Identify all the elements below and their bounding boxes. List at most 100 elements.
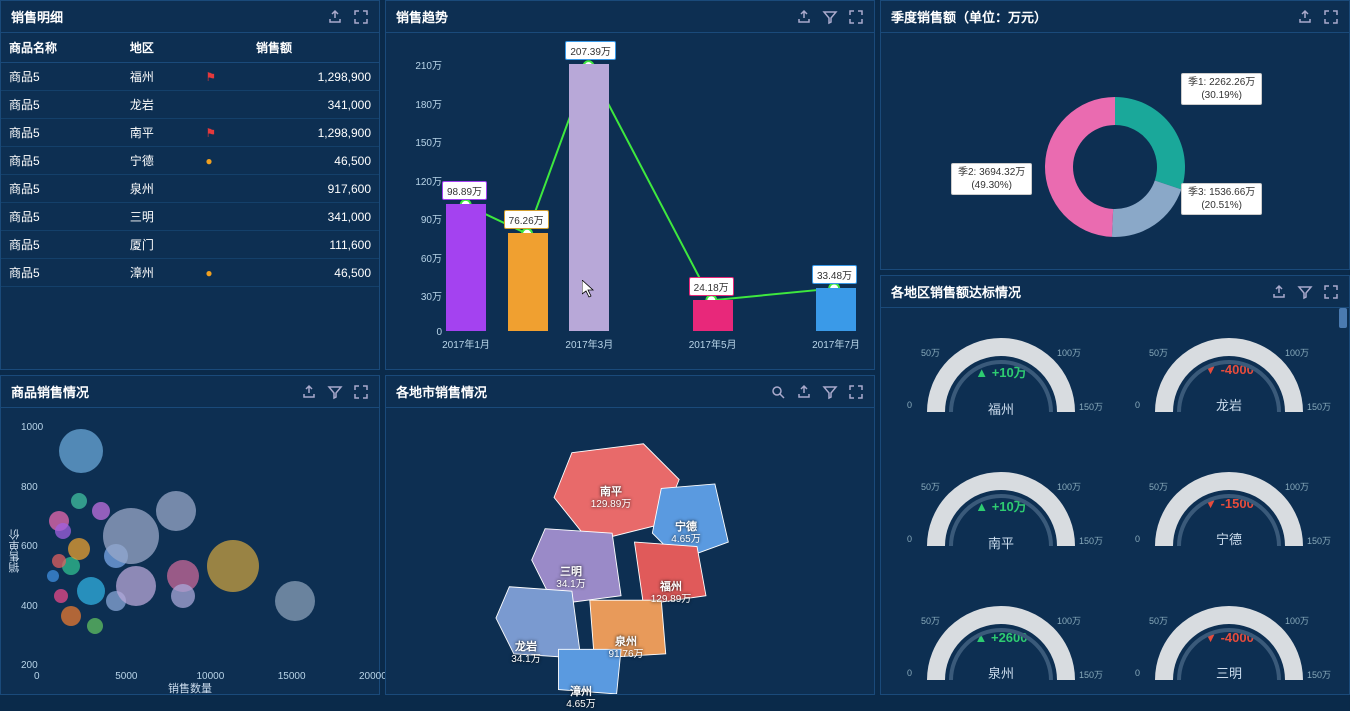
x-tick: 2017年5月 <box>683 336 743 351</box>
warn-icon: ● <box>205 154 212 168</box>
bubble-point[interactable] <box>87 618 103 634</box>
table-row[interactable]: 商品5龙岩341,000 <box>1 91 379 119</box>
export-icon[interactable] <box>327 9 343 25</box>
table-row[interactable]: 商品5南平⚑1,298,900 <box>1 119 379 147</box>
table-cell: 厦门 <box>122 231 198 259</box>
y-tick: 150万 <box>404 134 442 149</box>
table-cell: 商品5 <box>1 259 122 287</box>
export-icon[interactable] <box>796 384 812 400</box>
bubble-point[interactable] <box>92 502 110 520</box>
table-row[interactable]: 商品5三明341,000 <box>1 203 379 231</box>
table-cell: 商品5 <box>1 119 122 147</box>
status-flag-cell: ● <box>197 259 248 287</box>
x-tick: 2017年7月 <box>806 336 866 351</box>
table-cell: 917,600 <box>248 175 379 203</box>
x-tick: 20000 <box>359 671 387 682</box>
panel-title: 各地市销售情况 <box>396 382 487 401</box>
table-cell: 商品5 <box>1 91 122 119</box>
bubble-point[interactable] <box>61 606 81 626</box>
panel-title: 季度销售额（单位：万元） <box>891 7 1047 26</box>
donut-slice[interactable] <box>1115 97 1185 189</box>
search-icon[interactable] <box>770 384 786 400</box>
bubble-point[interactable] <box>71 493 87 509</box>
bubble-point[interactable] <box>103 508 159 564</box>
table-row[interactable]: 商品5泉州917,600 <box>1 175 379 203</box>
gauge: 050万100万150万▼ -4000龙岩 <box>1117 314 1341 444</box>
y-tick: 210万 <box>404 57 442 72</box>
table-header: 销售额 <box>248 33 379 63</box>
fullscreen-icon[interactable] <box>353 9 369 25</box>
fullscreen-icon[interactable] <box>353 384 369 400</box>
table-row[interactable]: 商品5厦门111,600 <box>1 231 379 259</box>
filter-icon[interactable] <box>1297 284 1313 300</box>
fullscreen-icon[interactable] <box>848 9 864 25</box>
bar-label: 76.26万 <box>504 210 549 229</box>
status-flag-cell <box>197 91 248 119</box>
status-flag-cell <box>197 203 248 231</box>
table-cell: 1,298,900 <box>248 119 379 147</box>
map-region-label: 宁德4.65万 <box>656 521 716 546</box>
flag-icon: ⚑ <box>205 70 216 84</box>
table-cell: 龙岩 <box>122 91 198 119</box>
filter-icon[interactable] <box>327 384 343 400</box>
bubble-point[interactable] <box>77 577 105 605</box>
bar-label: 207.39万 <box>565 41 616 60</box>
panel-sales-trend: 销售趋势 030万60万90万120万150万180万210万2017年1月98… <box>385 0 875 370</box>
panel-title: 销售明细 <box>11 7 63 26</box>
bar-label: 33.48万 <box>812 265 857 284</box>
donut-label: 季3: 1536.66万(20.51%) <box>1181 183 1262 215</box>
fullscreen-icon[interactable] <box>1323 9 1339 25</box>
donut-label: 季2: 3694.32万(49.30%) <box>951 163 1032 195</box>
export-icon[interactable] <box>1271 284 1287 300</box>
filter-icon[interactable] <box>822 9 838 25</box>
table-cell: 商品5 <box>1 147 122 175</box>
bubble-point[interactable] <box>47 570 59 582</box>
table-cell: 漳州 <box>122 259 198 287</box>
donut-chart: 季1: 2262.26万(30.19%) 季3: 1536.66万(20.51%)… <box>881 33 1349 301</box>
y-tick: 120万 <box>404 173 442 188</box>
bubble-point[interactable] <box>171 584 195 608</box>
table-header: 商品名称 <box>1 33 122 63</box>
bar-label: 98.89万 <box>442 181 487 200</box>
table-row[interactable]: 商品5宁德●46,500 <box>1 147 379 175</box>
bubble-point[interactable] <box>156 491 196 531</box>
table-row[interactable]: 商品5福州⚑1,298,900 <box>1 63 379 91</box>
bar[interactable] <box>693 300 733 331</box>
table-cell: 1,298,900 <box>248 63 379 91</box>
panel-sales-detail: 销售明细 商品名称地区销售额 商品5福州⚑1,298,900商品5龙岩341,0… <box>0 0 380 370</box>
bubble-point[interactable] <box>275 581 315 621</box>
filter-icon[interactable] <box>822 384 838 400</box>
bubble-point[interactable] <box>54 589 68 603</box>
donut-label: 季1: 2262.26万(30.19%) <box>1181 73 1262 105</box>
y-tick: 1000 <box>21 422 43 433</box>
gauge: 050万100万150万▲ +10万福州 <box>889 314 1113 444</box>
export-icon[interactable] <box>301 384 317 400</box>
bubble-point[interactable] <box>207 540 259 592</box>
y-tick: 60万 <box>404 250 442 265</box>
export-icon[interactable] <box>796 9 812 25</box>
table-cell: 商品5 <box>1 203 122 231</box>
bubble-point[interactable] <box>68 538 90 560</box>
table-row[interactable]: 商品5漳州●46,500 <box>1 259 379 287</box>
bubble-point[interactable] <box>52 554 66 568</box>
bubble-point[interactable] <box>59 429 103 473</box>
bar[interactable] <box>816 288 856 331</box>
panel-quarterly-sales: 季度销售额（单位：万元） 季1: 2262.26万(30.19%) 季3: 153… <box>880 0 1350 270</box>
map-region-label: 福州129.89万 <box>641 581 701 606</box>
trend-chart: 030万60万90万120万150万180万210万2017年1月98.89万7… <box>386 33 874 369</box>
bar[interactable] <box>446 204 486 331</box>
x-tick: 5000 <box>115 671 137 682</box>
fullscreen-icon[interactable] <box>1323 284 1339 300</box>
y-tick: 200 <box>21 660 38 671</box>
gauge: 050万100万150万▼ -1500宁德 <box>1117 448 1341 578</box>
fullscreen-icon[interactable] <box>848 384 864 400</box>
table-cell: 商品5 <box>1 63 122 91</box>
donut-slice[interactable] <box>1112 180 1181 237</box>
donut-slice[interactable] <box>1045 97 1115 237</box>
map-region-label: 泉州91.76万 <box>596 636 656 661</box>
bubble-point[interactable] <box>116 566 156 606</box>
bubble-point[interactable] <box>55 523 71 539</box>
export-icon[interactable] <box>1297 9 1313 25</box>
bar-label: 24.18万 <box>689 277 734 296</box>
bar[interactable] <box>508 233 548 331</box>
